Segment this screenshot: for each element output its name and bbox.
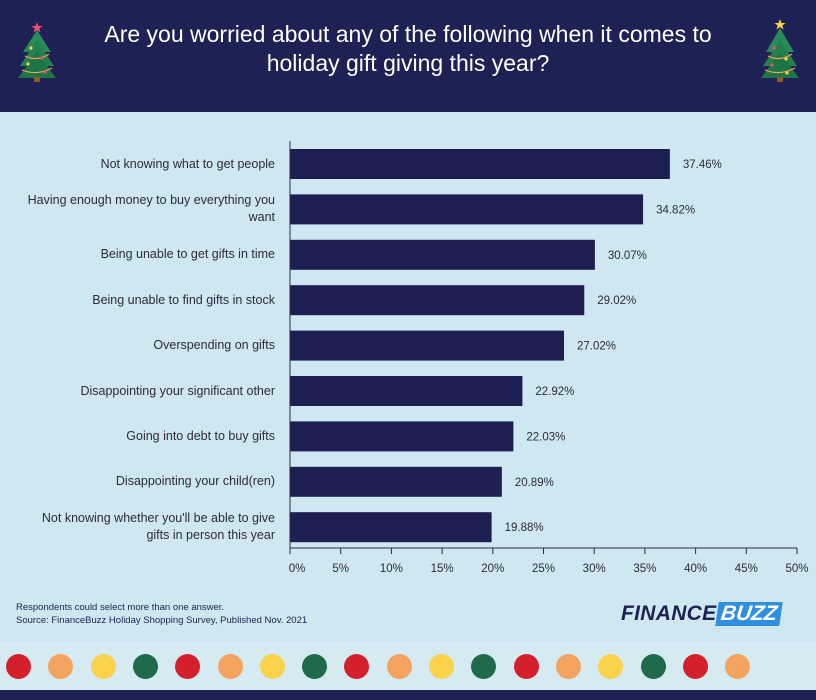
decor-dot (48, 654, 74, 679)
title-line-1: Are you worried about any of the followi… (104, 21, 712, 47)
decor-dot (386, 654, 412, 679)
category-label-line: Disappointing your child(ren) (115, 474, 275, 489)
data-label: 19.88% (505, 522, 544, 534)
bar (290, 239, 595, 270)
decor-dot (598, 654, 624, 679)
footnote-source: Source: FinanceBuzz Holiday Shopping Sur… (16, 615, 308, 626)
decor-dot (344, 654, 370, 679)
data-label: 22.92% (535, 386, 574, 398)
x-tick-label: 5% (332, 563, 349, 575)
bar (290, 285, 585, 316)
logo-buzz-text: BUZZ (715, 602, 784, 626)
bar (290, 194, 644, 225)
x-tick-label: 15% (431, 563, 454, 575)
footnote-note: Respondents could select more than one a… (16, 602, 225, 613)
christmas-tree-icon (761, 19, 799, 82)
title-line-2: holiday gift giving this year? (266, 50, 550, 76)
decor-dot (725, 654, 751, 679)
category-label: Not knowing what to get people (13, 156, 275, 173)
category-label: Being unable to get gifts in time (13, 246, 275, 263)
decorative-dots (0, 642, 816, 690)
x-tick-label: 10% (380, 563, 403, 575)
decor-dot (90, 654, 116, 679)
x-tick-label: 35% (633, 563, 656, 575)
category-label: Disappointing your child(ren) (13, 473, 275, 490)
decor-dot (259, 654, 285, 679)
x-tick-label: 50% (785, 563, 808, 575)
decor-dot (640, 654, 666, 679)
decor-dot (217, 654, 243, 679)
category-label: Being unable to find gifts in stock (13, 292, 275, 309)
x-tick-label: 30% (583, 563, 606, 575)
decor-dot (555, 654, 581, 679)
x-tick-label: 40% (684, 563, 707, 575)
decor-dot (513, 654, 539, 679)
chart-area: 37.46% 34.82% 30.07% 29.02% 27.02% 22.92% 22.0… (0, 112, 816, 642)
bar-chart: 37.46% 34.82% 30.07% 29.02% 27.02% 22.92% 22.0… (289, 141, 809, 575)
bar (290, 376, 523, 406)
logo-finance-text: FINANCE (621, 602, 717, 625)
data-label: 37.46% (683, 159, 722, 171)
header-banner: Are you worried about any of the followi… (0, 0, 816, 112)
x-tick-label: 0% (289, 563, 306, 575)
financebuzz-logo: FINANCE BUZZ (621, 600, 784, 628)
x-tick-label: 25% (532, 563, 555, 575)
decor-dot (132, 654, 158, 679)
x-tick-label: 20% (481, 563, 504, 575)
data-label: 29.02% (597, 295, 636, 307)
decor-dot (6, 654, 31, 679)
category-label-line: Overspending on gifts (153, 338, 275, 353)
category-label-line: Going into debt to buy gifts (126, 428, 275, 443)
page-title: Are you worried about any of the followi… (70, 20, 746, 78)
category-label-line: Being unable to find gifts in stock (92, 292, 275, 307)
decor-dot (682, 654, 708, 679)
category-label-line: gifts in person this year (146, 528, 275, 543)
category-label: Having enough money to buy everything yo… (13, 192, 275, 226)
category-label: Overspending on gifts (13, 337, 275, 354)
category-label-line: Not knowing whether you'll be able to gi… (41, 511, 275, 526)
decor-dot (302, 654, 328, 679)
category-label: Disappointing your significant other (13, 383, 275, 400)
bar (290, 512, 492, 543)
category-label-line: Being unable to get gifts in time (100, 247, 275, 262)
decor-dot (429, 654, 454, 679)
category-label: Going into debt to buy gifts (13, 428, 275, 445)
decor-dot (175, 654, 201, 679)
bottom-bar (0, 690, 816, 700)
category-label-line: Not knowing what to get people (100, 156, 275, 171)
x-tick-label: 45% (735, 563, 758, 575)
bar (290, 466, 502, 497)
data-label: 34.82% (656, 204, 695, 216)
bar (290, 421, 514, 452)
bar (290, 330, 564, 361)
bar (290, 149, 670, 179)
category-label: Not knowing whether you'll be able to gi… (13, 510, 275, 544)
data-label: 27.02% (577, 341, 616, 353)
data-label: 30.07% (608, 250, 647, 262)
category-label-line: Having enough money to buy everything yo… (27, 193, 275, 208)
category-label-line: want (248, 210, 275, 225)
data-label: 20.89% (515, 477, 554, 489)
decor-dot (471, 654, 497, 679)
category-label-line: Disappointing your significant other (80, 383, 275, 398)
footnote: Respondents could select more than one a… (16, 601, 307, 627)
christmas-tree-icon (18, 22, 56, 82)
data-label: 22.03% (526, 431, 565, 443)
